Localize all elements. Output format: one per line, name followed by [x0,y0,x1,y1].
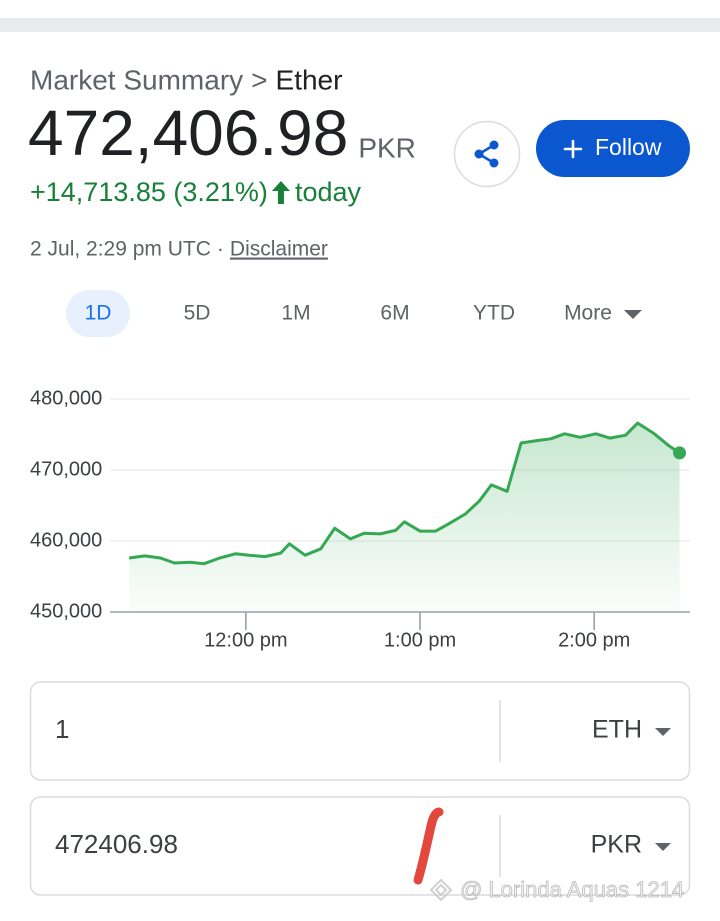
range-tab[interactable]: More [564,302,612,325]
top-bar [0,18,720,32]
price-area [129,423,680,612]
share-icon[interactable] [474,140,499,168]
range-tab[interactable]: 1M [281,302,310,325]
change-period: today [295,177,362,207]
converter-unit[interactable]: ETH [592,716,642,744]
converter-amount[interactable]: 1 [55,714,69,744]
follow-pill[interactable] [536,120,690,177]
active-tab-pill[interactable] [66,290,130,337]
range-tabs: 1D 5D 1M 6M YTD More [66,290,642,337]
chart: 450,000 460,000 470,000 480,000 12:00 pm 1:00… [30,387,690,651]
range-tab[interactable]: 6M [380,302,409,325]
breadcrumb[interactable]: Market Summary [30,64,243,95]
converter-box[interactable] [29,681,691,781]
follow-label[interactable]: Follow [595,134,662,160]
x-tick-label: 12:00 pm [204,629,287,651]
range-tab[interactable]: 1D [85,302,112,325]
watermark: @ Lorinda Aquas 1214 [429,876,685,902]
y-tick-label: 450,000 [30,600,102,622]
x-tick-label: 2:00 pm [558,629,630,651]
y-tick-label: 460,000 [30,529,102,551]
range-tab[interactable]: 5D [184,302,211,325]
converter-box[interactable] [29,796,691,896]
currency: PKR [358,132,416,163]
unit-caret [655,728,671,736]
unit-caret [655,843,671,851]
converter-unit[interactable]: PKR [591,831,642,859]
breadcrumb-separator: > [251,64,267,95]
y-tick-label: 470,000 [30,458,102,480]
disclaimer-link[interactable]: Disclaimer [230,238,328,261]
timestamp-separator: · [217,238,224,261]
price-line [128,421,681,566]
breadcrumb-current: Ether [276,64,343,95]
watermark-logo [429,878,453,902]
follow-button[interactable]: Follow [536,120,690,177]
y-tick-label: 480,000 [30,387,102,409]
converter-amount[interactable]: 472406.98 [55,829,178,859]
x-tick-label: 1:00 pm [384,629,456,651]
converter: 1 ETH 472406.98 PKR [29,681,691,896]
last-point [673,446,687,460]
plus-icon [563,139,583,159]
red-scribble [413,807,444,885]
timestamp: 2 Jul, 2:29 pm UTC [30,238,211,261]
share-circle[interactable] [453,120,521,188]
watermark-text: @ Lorinda Aquas 1214 [460,877,684,902]
up-arrow [271,181,290,204]
dropdown-caret [623,310,642,319]
share-button[interactable] [453,120,521,188]
change: +14,713.85 (3.21%) [30,177,268,207]
range-tab[interactable]: YTD [473,302,515,325]
price: 472,406.98 [28,97,348,169]
